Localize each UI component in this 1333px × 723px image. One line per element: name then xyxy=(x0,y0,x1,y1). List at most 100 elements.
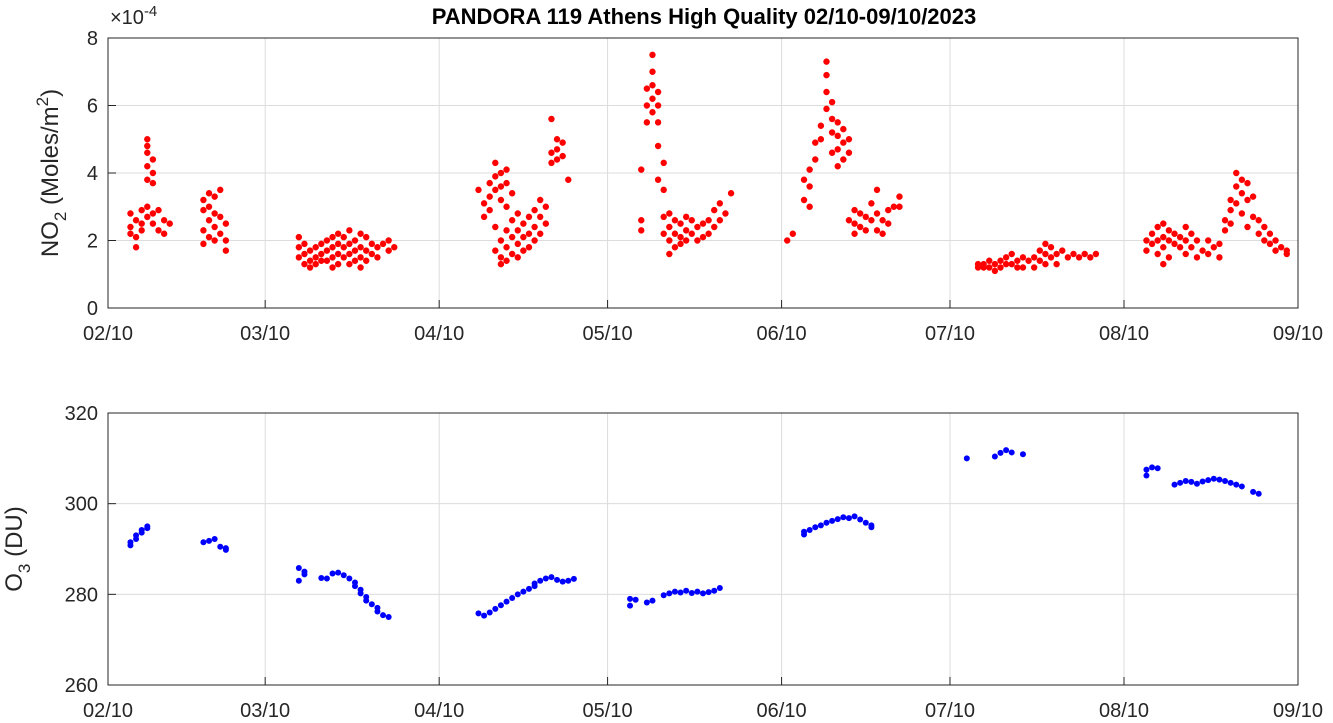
no2-data-point xyxy=(1064,254,1072,261)
no2-data-point xyxy=(514,240,521,248)
no2-data-point xyxy=(1182,223,1189,231)
no2-data-point xyxy=(1188,230,1195,237)
o3-data-point xyxy=(683,587,690,594)
no2-data-point xyxy=(559,152,566,160)
no2-data-point xyxy=(654,176,662,183)
o3-data-point xyxy=(206,537,213,544)
no2-data-point xyxy=(660,230,667,237)
no2-data-point xyxy=(1165,237,1173,244)
no2-data-point xyxy=(1193,254,1201,261)
o3-data-point xyxy=(632,596,639,603)
o3-data-point xyxy=(497,602,504,609)
no2-data-point xyxy=(654,88,662,96)
o3-y-tick-label: 280 xyxy=(65,584,98,606)
no2-data-point xyxy=(492,159,499,167)
o3-data-point xyxy=(677,589,684,596)
no2-data-point xyxy=(508,250,516,258)
no2-data-point xyxy=(363,233,370,241)
no2-data-point xyxy=(1283,250,1290,258)
no2-data-point xyxy=(1019,254,1027,261)
no2-data-point xyxy=(1143,237,1150,244)
no2-data-point xyxy=(340,233,347,241)
no2-data-point xyxy=(828,149,836,156)
o3-data-point xyxy=(834,516,841,523)
no2-data-point xyxy=(497,260,505,268)
no2-data-point xyxy=(1036,247,1043,254)
o3-data-point xyxy=(340,572,347,579)
o3-data-point xyxy=(705,589,712,596)
no2-data-point xyxy=(127,230,134,237)
no2-data-point xyxy=(666,210,673,217)
no2-data-point xyxy=(817,136,825,143)
o3-data-point xyxy=(963,455,970,462)
no2-data-point xyxy=(643,119,651,126)
o3-data-point xyxy=(688,589,695,596)
o3-data-point xyxy=(1227,479,1234,486)
no2-data-point xyxy=(520,233,527,241)
no2-data-point xyxy=(1244,196,1251,204)
no2-data-point xyxy=(682,213,690,221)
no2-data-point xyxy=(548,159,555,167)
no2-data-point xyxy=(1238,210,1246,217)
o3-data-point xyxy=(520,588,527,595)
no2-data-point xyxy=(537,230,544,237)
no2-data-point xyxy=(368,240,376,248)
o3-data-point xyxy=(1193,480,1200,487)
no2-data-point xyxy=(486,206,493,214)
o3-data-point xyxy=(570,575,577,582)
no2-data-point xyxy=(1272,247,1279,254)
no2-data-point xyxy=(334,230,342,237)
o3-data-point xyxy=(829,517,836,524)
o3-data-point xyxy=(144,523,151,530)
no2-data-point xyxy=(885,206,892,214)
no2-data-point xyxy=(654,119,662,126)
no2-data-point xyxy=(1025,257,1032,264)
o3-data-point xyxy=(649,597,656,604)
no2-data-point xyxy=(654,142,662,150)
o3-data-point xyxy=(127,539,134,546)
no2-x-tick-label: 03/10 xyxy=(240,323,290,345)
no2-data-point xyxy=(531,206,538,214)
no2-data-point xyxy=(508,233,516,241)
no2-data-point xyxy=(1233,169,1240,177)
no2-data-point xyxy=(834,163,841,170)
o3-data-point xyxy=(374,608,381,615)
no2-data-point xyxy=(834,132,841,140)
no2-data-point xyxy=(1047,244,1055,251)
no2-y-tick-label: 0 xyxy=(87,298,98,320)
no2-data-point xyxy=(329,264,336,271)
no2-data-point xyxy=(155,227,162,234)
no2-data-point xyxy=(144,176,151,183)
no2-data-point xyxy=(160,230,168,237)
o3-data-point xyxy=(211,536,218,543)
no2-data-point xyxy=(1238,190,1246,197)
no2-data-point xyxy=(1193,237,1201,244)
no2-data-point xyxy=(974,264,982,271)
no2-data-point xyxy=(879,217,886,224)
no2-data-point xyxy=(862,227,869,234)
no2-data-point xyxy=(548,115,555,123)
no2-data-point xyxy=(688,217,695,224)
no2-data-point xyxy=(1070,250,1077,258)
o3-data-point xyxy=(503,598,510,605)
no2-data-point xyxy=(1277,244,1285,251)
o3-data-point xyxy=(492,605,499,612)
no2-data-point xyxy=(885,220,892,227)
o3-data-point xyxy=(329,570,336,577)
no2-data-point xyxy=(660,186,667,194)
no2-data-point xyxy=(654,102,662,109)
o3-data-point xyxy=(509,594,516,601)
o3-data-point xyxy=(554,576,561,583)
no2-data-point xyxy=(542,220,550,227)
no2-data-point xyxy=(1148,240,1156,248)
no2-data-point xyxy=(873,186,881,194)
no2-data-point xyxy=(351,247,359,254)
o3-data-point xyxy=(812,524,819,531)
no2-data-point xyxy=(357,254,364,261)
no2-data-point xyxy=(144,203,151,210)
no2-data-point xyxy=(537,196,544,204)
no2-data-point xyxy=(638,227,645,234)
o3-data-point xyxy=(627,595,634,602)
no2-data-point xyxy=(503,244,510,251)
no2-data-point xyxy=(699,220,707,227)
